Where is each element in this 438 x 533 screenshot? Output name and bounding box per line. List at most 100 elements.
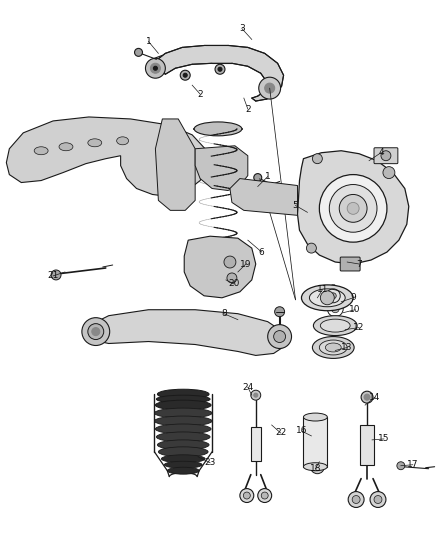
Circle shape [183, 73, 187, 77]
Circle shape [134, 49, 142, 56]
Ellipse shape [167, 467, 199, 474]
Circle shape [224, 256, 236, 268]
Text: 8: 8 [221, 309, 227, 318]
Circle shape [275, 307, 285, 317]
Circle shape [347, 203, 359, 214]
Ellipse shape [159, 447, 208, 457]
Ellipse shape [194, 122, 242, 136]
Polygon shape [230, 179, 297, 215]
Ellipse shape [155, 424, 211, 434]
Circle shape [370, 491, 386, 507]
Text: 16: 16 [296, 426, 307, 435]
Circle shape [251, 390, 261, 400]
Ellipse shape [156, 432, 210, 442]
Ellipse shape [59, 143, 73, 151]
Circle shape [320, 291, 334, 305]
Text: 11: 11 [317, 285, 328, 294]
Circle shape [397, 462, 405, 470]
Ellipse shape [88, 139, 102, 147]
Ellipse shape [156, 395, 210, 403]
Circle shape [259, 77, 281, 99]
Ellipse shape [164, 461, 202, 468]
Ellipse shape [325, 343, 341, 352]
Text: 20: 20 [228, 279, 240, 288]
Circle shape [311, 460, 324, 474]
Ellipse shape [155, 416, 212, 426]
Ellipse shape [34, 147, 48, 155]
Circle shape [330, 293, 336, 299]
Text: 7: 7 [356, 260, 362, 269]
Ellipse shape [157, 440, 209, 450]
Polygon shape [184, 236, 256, 298]
Circle shape [331, 305, 339, 313]
Text: 19: 19 [240, 260, 251, 269]
FancyBboxPatch shape [374, 148, 398, 164]
Circle shape [322, 293, 327, 298]
Text: 12: 12 [353, 323, 365, 332]
Text: 14: 14 [369, 393, 381, 402]
Circle shape [51, 270, 61, 280]
Text: 1: 1 [145, 37, 151, 46]
Circle shape [319, 175, 387, 242]
Circle shape [268, 325, 292, 349]
Circle shape [374, 496, 382, 504]
Circle shape [218, 67, 222, 71]
Polygon shape [195, 146, 248, 190]
Circle shape [331, 302, 336, 307]
Ellipse shape [312, 336, 354, 358]
Bar [360, 425, 374, 465]
Circle shape [261, 492, 268, 499]
Ellipse shape [309, 289, 345, 307]
Circle shape [381, 151, 391, 160]
Ellipse shape [161, 455, 205, 463]
Circle shape [348, 491, 364, 507]
Circle shape [150, 63, 160, 73]
Bar [251, 427, 261, 461]
Circle shape [265, 83, 275, 93]
Circle shape [88, 324, 104, 340]
Polygon shape [297, 151, 409, 264]
Circle shape [383, 167, 395, 179]
Circle shape [337, 300, 342, 305]
Text: 18: 18 [310, 464, 321, 473]
Text: 1: 1 [265, 172, 271, 181]
Text: 4: 4 [378, 148, 384, 157]
Circle shape [145, 58, 165, 78]
Text: 24: 24 [242, 383, 254, 392]
Circle shape [254, 174, 262, 182]
Ellipse shape [117, 137, 129, 145]
Text: 22: 22 [275, 429, 286, 438]
Circle shape [215, 64, 225, 74]
Polygon shape [7, 117, 208, 197]
Text: 6: 6 [259, 248, 265, 256]
Ellipse shape [320, 319, 350, 332]
Circle shape [227, 273, 237, 283]
Circle shape [340, 293, 345, 298]
Circle shape [364, 394, 370, 400]
Circle shape [82, 318, 110, 345]
Text: 3: 3 [239, 24, 245, 33]
Text: 10: 10 [350, 305, 361, 314]
Circle shape [153, 66, 157, 70]
Circle shape [180, 70, 190, 80]
Circle shape [314, 463, 321, 470]
FancyBboxPatch shape [340, 257, 360, 271]
Ellipse shape [314, 316, 357, 336]
Circle shape [258, 489, 272, 503]
Ellipse shape [304, 413, 327, 421]
Polygon shape [152, 45, 283, 101]
Circle shape [339, 195, 367, 222]
Ellipse shape [157, 389, 209, 399]
Circle shape [331, 285, 336, 289]
Ellipse shape [319, 340, 347, 355]
Text: 15: 15 [378, 434, 390, 443]
Text: 2: 2 [245, 104, 251, 114]
Circle shape [240, 489, 254, 503]
Circle shape [361, 391, 373, 403]
Circle shape [325, 300, 329, 305]
Text: 13: 13 [342, 343, 353, 352]
Circle shape [274, 330, 286, 343]
Circle shape [352, 496, 360, 504]
Circle shape [325, 287, 329, 292]
Circle shape [329, 184, 377, 232]
